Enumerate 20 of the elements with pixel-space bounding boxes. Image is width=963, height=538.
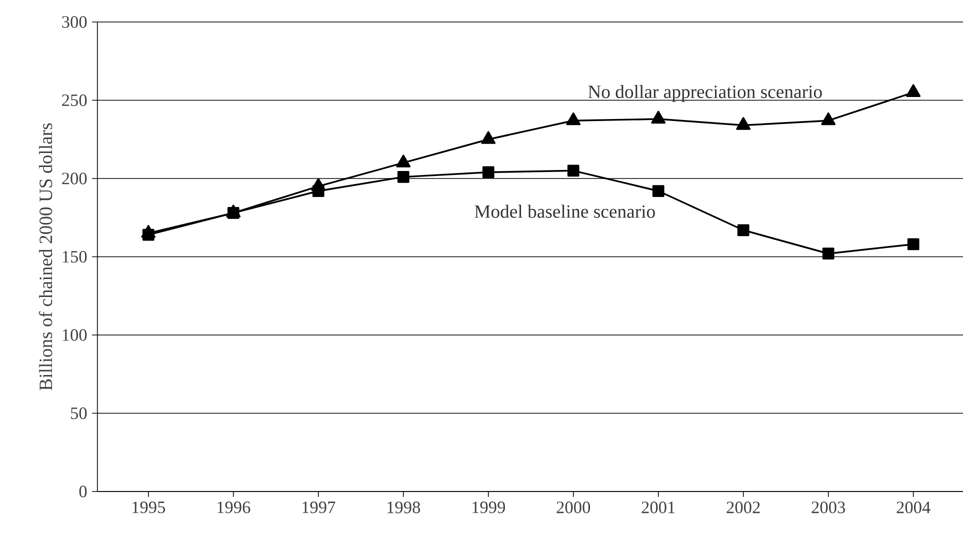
y-tick-label: 250 (62, 94, 87, 106)
x-tick-label: 2004 (896, 501, 930, 514)
y-axis-title: Billions of chained 2000 US dollars (38, 123, 52, 390)
y-tick-label: 100 (62, 329, 87, 341)
y-tick-label: 200 (62, 172, 87, 184)
y-tick-label: 150 (62, 250, 87, 263)
x-tick-label: 1995 (132, 501, 166, 514)
y-tick-label: 300 (62, 16, 87, 28)
series-label: No dollar appreciation scenario (588, 84, 822, 102)
series-label: Model baseline scenario (474, 204, 655, 218)
x-tick-label: 2003 (812, 501, 845, 514)
x-tick-label: 1998 (388, 501, 420, 514)
x-tick-label: 1997 (302, 501, 336, 514)
x-tick-label: 2000 (556, 501, 590, 514)
x-tick-label: 2001 (642, 501, 675, 514)
y-tick-label: 0 (79, 486, 87, 498)
x-tick-label: 1999 (472, 501, 505, 514)
x-tick-label: 1996 (218, 501, 250, 514)
y-tick-label: 50 (70, 407, 87, 420)
x-tick-label: 2002 (726, 501, 760, 514)
